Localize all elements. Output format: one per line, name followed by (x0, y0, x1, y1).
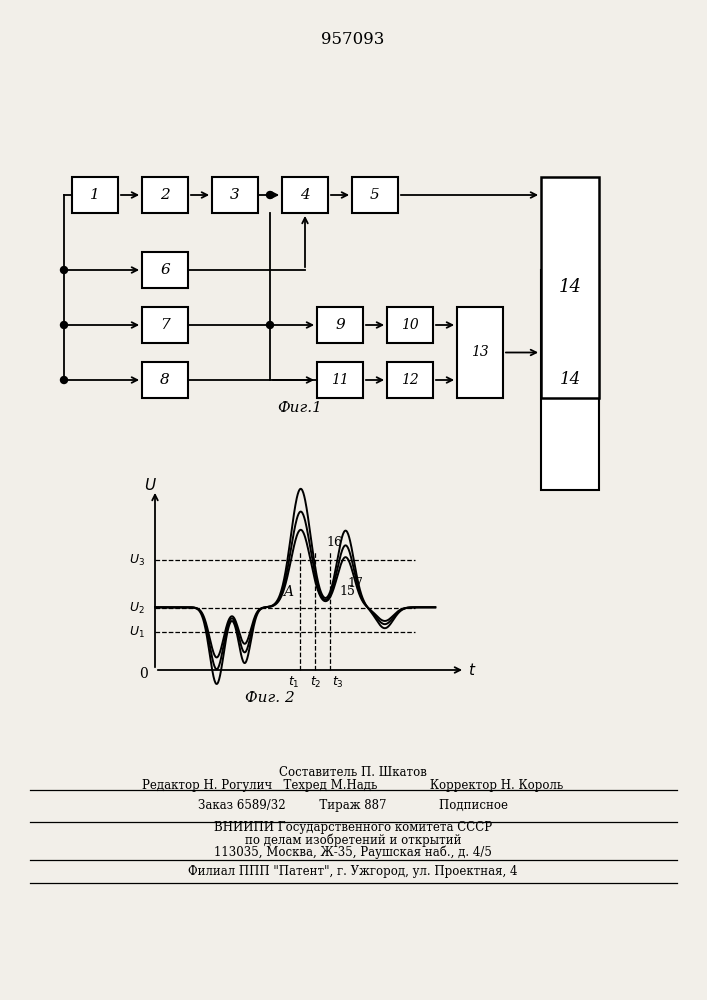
Text: 1: 1 (90, 188, 100, 202)
Text: Редактор Н. Рогулич   Техред М.Надь              Корректор Н. Король: Редактор Н. Рогулич Техред М.Надь Коррек… (142, 778, 563, 792)
Text: 2: 2 (160, 188, 170, 202)
Bar (317, 362, 363, 398)
Text: $t_1$: $t_1$ (288, 674, 300, 690)
Text: 12: 12 (401, 373, 419, 387)
Text: 957093: 957093 (321, 31, 385, 48)
Circle shape (61, 322, 67, 328)
Bar (142, 252, 188, 288)
Text: 14: 14 (559, 278, 581, 296)
Text: $U_2$: $U_2$ (129, 600, 145, 616)
Text: 3: 3 (230, 188, 240, 202)
Bar (212, 177, 258, 213)
Bar (541, 270, 599, 490)
Text: 5: 5 (370, 188, 380, 202)
Text: $U_3$: $U_3$ (129, 552, 145, 568)
Bar (142, 307, 188, 343)
Text: $t_3$: $t_3$ (332, 674, 344, 690)
Text: 7: 7 (160, 318, 170, 332)
Text: Фиг. 2: Фиг. 2 (245, 691, 295, 705)
Bar (142, 177, 188, 213)
Circle shape (61, 266, 67, 273)
Text: 17: 17 (348, 577, 363, 590)
Text: 16: 16 (326, 536, 342, 549)
Bar (352, 177, 398, 213)
Text: $U_1$: $U_1$ (129, 624, 145, 640)
Text: 9: 9 (335, 318, 345, 332)
Text: ВНИИПИ Государственного комитета СССР: ВНИИПИ Государственного комитета СССР (214, 822, 492, 834)
Bar (541, 177, 599, 398)
Circle shape (267, 192, 274, 198)
Bar (282, 177, 328, 213)
Text: 0: 0 (139, 667, 147, 681)
Bar (317, 307, 363, 343)
Circle shape (267, 322, 274, 328)
Text: 14: 14 (559, 371, 580, 388)
Text: A: A (283, 585, 293, 599)
Text: Фиг.1: Фиг.1 (278, 401, 322, 415)
Circle shape (61, 376, 67, 383)
Text: 113035, Москва, Ж-35, Раушская наб., д. 4/5: 113035, Москва, Ж-35, Раушская наб., д. … (214, 845, 492, 859)
Text: 11: 11 (331, 373, 349, 387)
Bar (387, 362, 433, 398)
Text: 4: 4 (300, 188, 310, 202)
Bar (457, 307, 503, 398)
Text: $U$: $U$ (144, 477, 156, 493)
Text: $t_2$: $t_2$ (310, 674, 322, 690)
Bar (387, 307, 433, 343)
Text: по делам изобретений и открытий: по делам изобретений и открытий (245, 833, 461, 847)
Text: Составитель П. Шкатов: Составитель П. Шкатов (279, 766, 427, 778)
Bar (142, 362, 188, 398)
Text: 6: 6 (160, 263, 170, 277)
Text: 8: 8 (160, 373, 170, 387)
Text: 10: 10 (401, 318, 419, 332)
Text: 13: 13 (471, 346, 489, 360)
Text: Филиал ППП "Патент", г. Ужгород, ул. Проектная, 4: Филиал ППП "Патент", г. Ужгород, ул. Про… (188, 864, 518, 878)
Text: Заказ 6589/32         Тираж 887              Подписное: Заказ 6589/32 Тираж 887 Подписное (198, 800, 508, 812)
Bar (72, 177, 118, 213)
Text: 15: 15 (339, 585, 355, 598)
Text: $t$: $t$ (468, 662, 477, 678)
